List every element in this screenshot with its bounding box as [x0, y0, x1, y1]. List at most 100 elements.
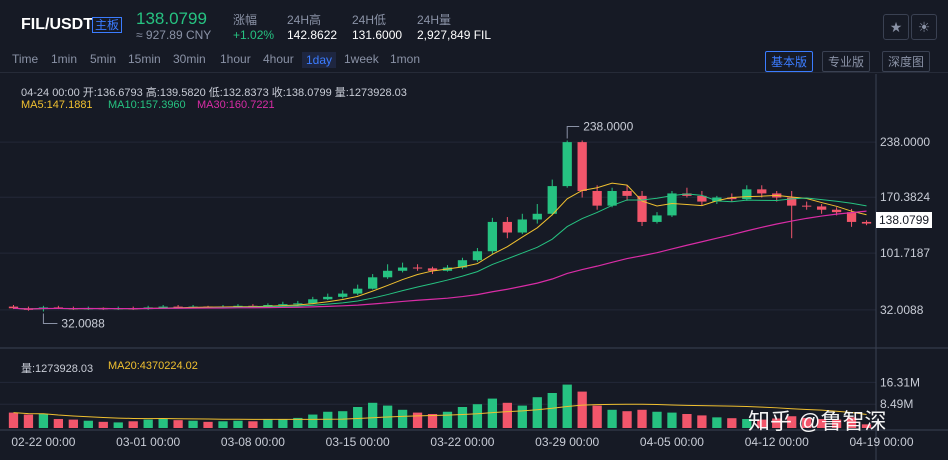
axis-labels: 32.0088 101.7187 170.3824 238.0000 8.49M 16.3… — [11, 120, 930, 450]
volume-bar — [442, 411, 453, 428]
ma5-line — [13, 182, 867, 310]
max-pointer — [566, 126, 580, 139]
candle-body — [293, 303, 303, 305]
volume-bar — [667, 412, 677, 428]
candle-body — [652, 215, 662, 222]
mode-depth-button[interactable]: 深度图 — [882, 51, 931, 72]
pair-title[interactable]: FIL/USDT — [21, 16, 93, 33]
high-value: 142.8622 — [287, 28, 338, 42]
moving-average-lines — [13, 182, 867, 420]
volume-bar — [113, 422, 123, 428]
volume-bar — [787, 416, 797, 428]
volume-bar — [457, 407, 468, 428]
candle-body — [532, 213, 542, 220]
candle-body — [412, 267, 423, 269]
candle-body — [802, 205, 812, 207]
volume-bar — [53, 419, 64, 428]
price-axis-label: 101.7187 — [880, 246, 930, 260]
tab-1mon[interactable]: 1mon — [390, 52, 421, 66]
volume-bar — [233, 420, 243, 428]
volume-bar — [712, 417, 722, 428]
tab-30min[interactable]: 30min — [173, 52, 206, 66]
candle-body — [607, 190, 617, 206]
volume-bar — [68, 419, 78, 428]
min-price-label: 32.0088 — [61, 317, 105, 331]
sun-icon[interactable]: ☀ — [911, 14, 937, 40]
volume-axis-label: 16.31M — [880, 375, 920, 389]
tab-4hour[interactable]: 4hour — [263, 52, 294, 66]
tab-1week[interactable]: 1week — [344, 52, 379, 66]
ma10-label: MA10:157.3960 — [108, 99, 186, 111]
date-axis-label: 03-01 00:00 — [116, 435, 180, 449]
volume-bar — [861, 424, 872, 428]
volume-bar — [218, 421, 228, 428]
candle-body — [517, 219, 527, 233]
star-icon[interactable]: ★ — [883, 14, 909, 40]
volume-bar — [502, 402, 512, 428]
tab-time[interactable]: Time — [12, 52, 39, 66]
tab-1hour[interactable]: 1hour — [220, 52, 251, 66]
candle-body — [846, 212, 857, 222]
candle-body — [861, 221, 872, 224]
volume-bar — [742, 419, 752, 428]
watermark: 知乎 @鲁智深 — [748, 409, 887, 434]
current-price-tag: 138.0799 — [876, 212, 933, 228]
volume-bar — [607, 409, 617, 428]
candle-body — [353, 288, 363, 294]
volume-bar — [278, 419, 288, 428]
candle-body — [427, 268, 438, 271]
candle-body — [278, 304, 288, 306]
candle-body — [831, 209, 842, 213]
mode-pro-button[interactable]: 专业版 — [822, 51, 871, 72]
candle-body — [397, 267, 408, 271]
volume-bar — [547, 393, 557, 428]
price-axis-label: 32.0088 — [880, 303, 924, 317]
tab-1min[interactable]: 1min — [51, 52, 78, 66]
candle-body — [308, 299, 318, 304]
candle-body — [487, 221, 498, 252]
candle-body — [622, 190, 632, 196]
ma30-line — [13, 210, 867, 310]
ma30-label: MA30:160.7221 — [197, 99, 275, 111]
volume-bar — [772, 418, 782, 428]
volume-ma20-line — [13, 403, 867, 420]
date-axis-label: 03-22 00:00 — [430, 435, 494, 449]
volume-bar — [637, 409, 647, 428]
last-price: 138.0799 — [136, 9, 207, 28]
mode-basic-button[interactable]: 基本版 — [765, 51, 814, 72]
volume-axis-label: 8.49M — [880, 397, 913, 411]
volume-bar — [248, 421, 258, 428]
candle-body — [682, 193, 692, 196]
candle-body — [173, 306, 183, 308]
candle-body — [562, 142, 572, 187]
tab-1day[interactable]: 1day — [302, 52, 337, 68]
change-value: +1.02% — [233, 28, 275, 42]
date-axis-label: 02-22 00:00 — [11, 435, 75, 449]
volume-bar — [697, 415, 707, 428]
chart-grid — [0, 74, 948, 460]
volume-bar — [143, 419, 153, 428]
volume-bar — [592, 405, 602, 428]
volume-bar — [472, 404, 483, 428]
tab-5min[interactable]: 5min — [90, 52, 117, 66]
ticker-header: FIL/USDT 主板 138.0799 ≈ 927.89 CNY 涨幅 +1.… — [0, 0, 948, 46]
board-badge: 主板 — [92, 17, 123, 33]
interval-tabs: Time 1min 5min 15min 30min 1hour 4hour 1… — [0, 48, 948, 73]
date-axis-label: 04-05 00:00 — [640, 435, 704, 449]
tab-15min[interactable]: 15min — [128, 52, 161, 66]
candle-body — [757, 189, 767, 194]
candles — [8, 140, 872, 312]
candle-body — [727, 197, 737, 200]
cny-price: ≈ 927.89 CNY — [136, 28, 212, 42]
volume-bar — [263, 419, 273, 428]
low-value: 131.6000 — [352, 28, 403, 42]
date-axis-label: 04-12 00:00 — [745, 435, 809, 449]
date-axis-label: 03-15 00:00 — [326, 435, 390, 449]
volume-bar — [412, 412, 423, 428]
candle-body — [8, 306, 19, 309]
candle-body — [158, 306, 168, 308]
ohlc-info: 04-24 00:00 开:136.6793 高:139.5820 低:132.… — [21, 87, 407, 99]
volume-bar — [757, 419, 767, 428]
candle-body — [382, 270, 393, 278]
